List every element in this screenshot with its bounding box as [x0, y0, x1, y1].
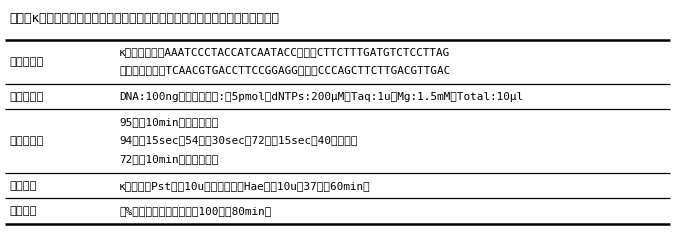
Text: κ－ＣＮ：Ｆ－AAATCCCTACCATCAATACC　Ｒ－CTTCTTTGATGTCTCCTTAG: κ－ＣＮ：Ｆ－AAATCCCTACCATCAATACC Ｒ－CTTCTTTGAT… — [119, 47, 450, 57]
Text: 表１　κ－ＣＮとＢＬＡＤの遺伝子型同時判定のためのＰＣＲ－ＲＦＬＰ法条件: 表１ κ－ＣＮとＢＬＡＤの遺伝子型同時判定のためのＰＣＲ－ＲＦＬＰ法条件 — [9, 12, 279, 25]
Text: DNA:100ng，プライマー:各5pmol，dNTPs:200μM，Taq:1u，Mg:1.5mM，Total:10μl: DNA:100ng，プライマー:各5pmol，dNTPs:200μM，Taq:1… — [119, 92, 523, 102]
Text: ＰＣＲ溶液: ＰＣＲ溶液 — [9, 92, 44, 102]
Text: プログラム: プログラム — [9, 136, 44, 146]
Text: 72℃－10min：１サイクル: 72℃－10min：１サイクル — [119, 154, 219, 164]
Text: ＢＬＡＤ：Ｆ－TCAACGTGACCTTCCGGAGG　Ｒ－CCCAGCTTCTTGACGTTGAC: ＢＬＡＤ：Ｆ－TCAACGTGACCTTCCGGAGG Ｒ－CCCAGCTTCT… — [119, 65, 450, 75]
Text: ７%アクリルアミドゲル，100Ｖ－80min～: ７%アクリルアミドゲル，100Ｖ－80min～ — [119, 206, 271, 216]
Text: 電気泳動: 電気泳動 — [9, 206, 37, 216]
Text: 制限酵素: 制限酵素 — [9, 181, 37, 191]
Text: プライマー: プライマー — [9, 57, 44, 67]
Text: 94℃－15sec　54℃－30sec　72℃－15sec：40サイクル: 94℃－15sec 54℃－30sec 72℃－15sec：40サイクル — [119, 135, 358, 145]
Text: 95℃－10min：１サイクル: 95℃－10min：１サイクル — [119, 117, 219, 127]
Text: κ－ＣＮ：PstⅠ－10u，ＢＬＡＤ：HaeⅢ－10u，37℃－60min～: κ－ＣＮ：PstⅠ－10u，ＢＬＡＤ：HaeⅢ－10u，37℃－60min～ — [119, 181, 371, 191]
